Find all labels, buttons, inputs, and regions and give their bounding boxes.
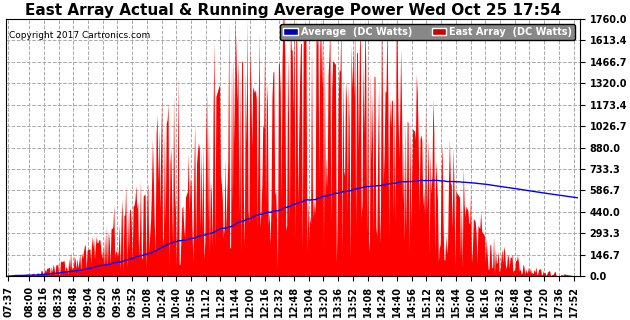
- Title: East Array Actual & Running Average Power Wed Oct 25 17:54: East Array Actual & Running Average Powe…: [25, 3, 561, 18]
- Legend: Average  (DC Watts), East Array  (DC Watts): Average (DC Watts), East Array (DC Watts…: [280, 24, 575, 40]
- Text: Copyright 2017 Cartronics.com: Copyright 2017 Cartronics.com: [9, 30, 151, 40]
